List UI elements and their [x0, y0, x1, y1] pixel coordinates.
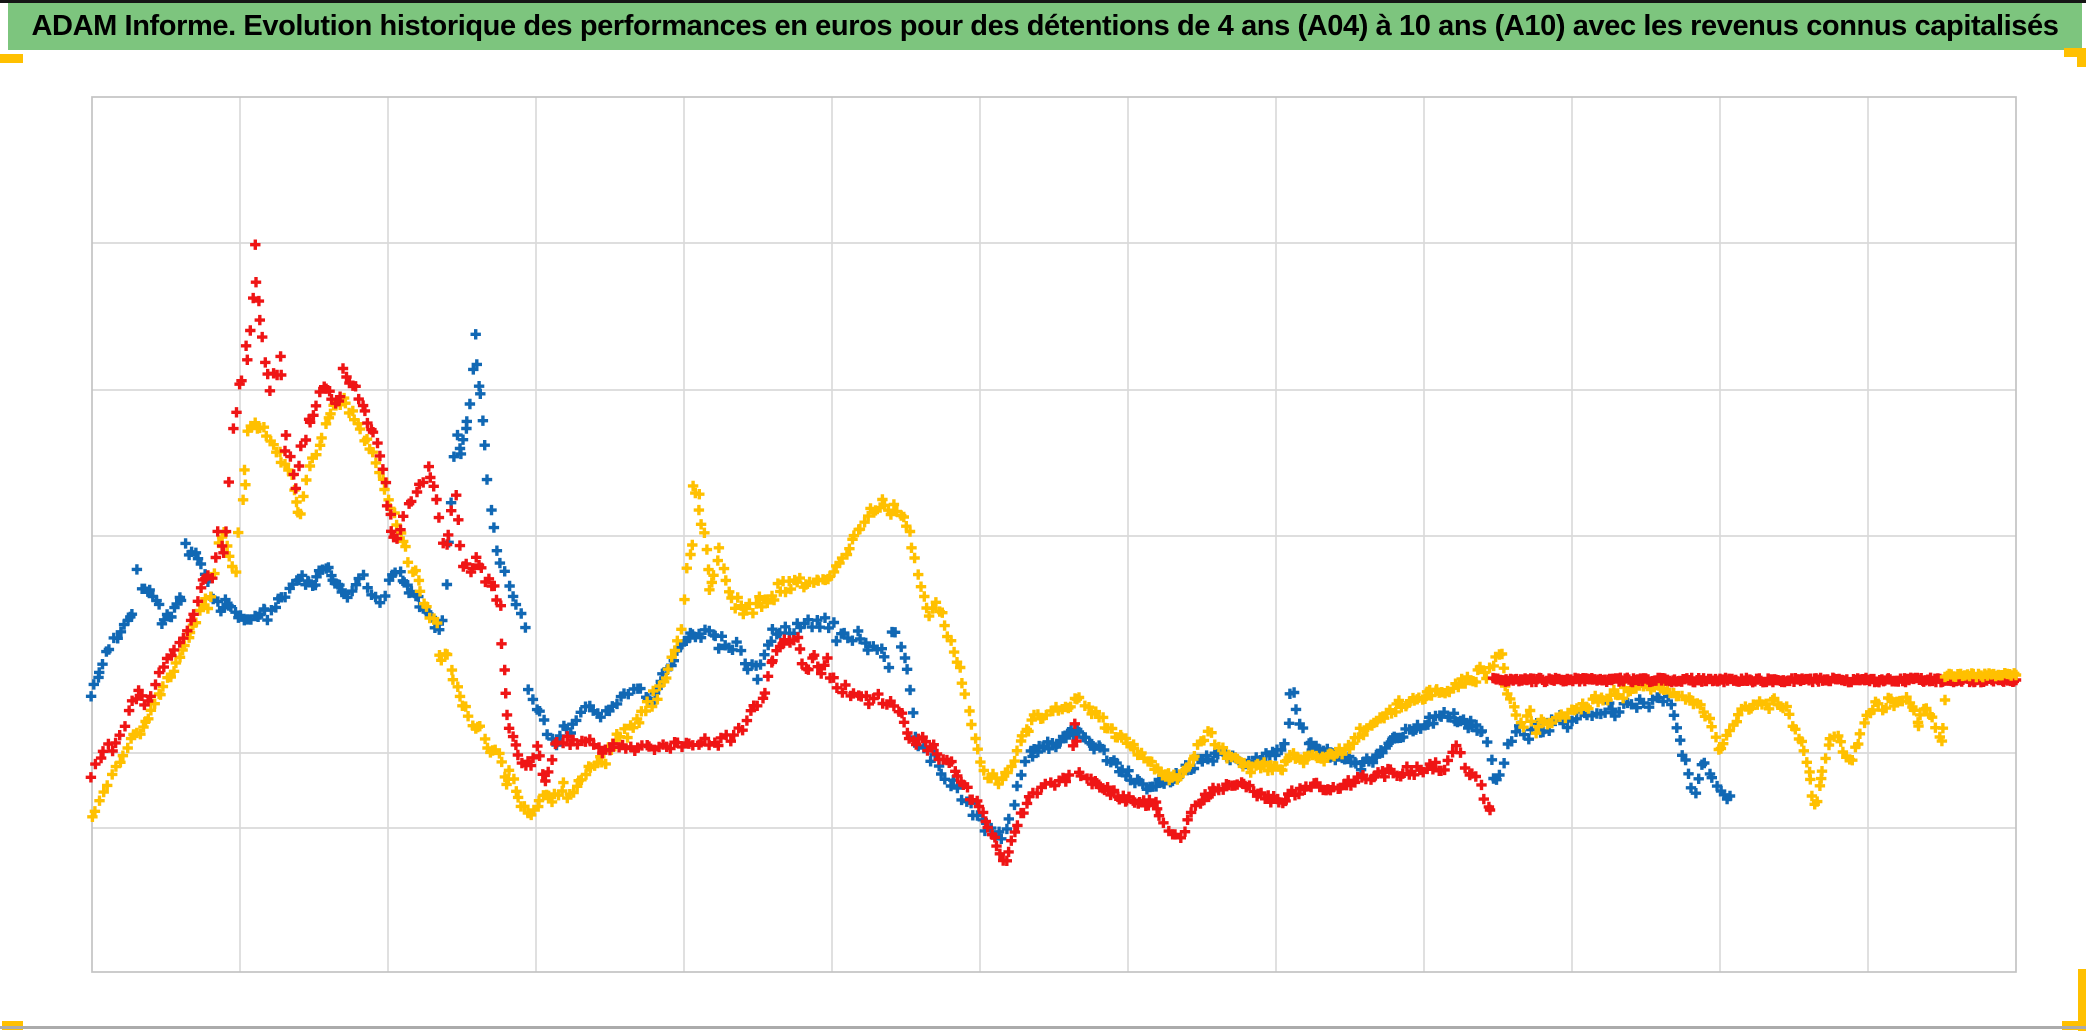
- series-red-markers: [85, 239, 1496, 866]
- corner-accent-bottom-left: [2, 1021, 23, 1030]
- corner-accent-bottom-right: [2062, 1021, 2086, 1030]
- corner-accent-bottom-right-vertical: [2078, 969, 2086, 1031]
- corner-accent-top-left: [0, 54, 23, 63]
- report-title-banner: ADAM Informe. Evolution historique des p…: [8, 3, 2082, 50]
- corner-accent-top-right-vertical: [2077, 48, 2086, 67]
- plot-border: [91, 96, 2017, 973]
- bottom-rule: [0, 1026, 2086, 1029]
- page-title: ADAM Informe. Evolution historique des p…: [31, 10, 2059, 42]
- screenshot-top-edge: [0, 0, 2086, 3]
- series-red-flat-run: [1487, 672, 2022, 688]
- series-gold-flat-run: [1939, 668, 2022, 683]
- corner-accent-top-right: [2064, 48, 2086, 57]
- plot-area[interactable]: [92, 97, 2016, 972]
- series-gold-markers: [87, 392, 1951, 822]
- gridlines: [92, 97, 2016, 972]
